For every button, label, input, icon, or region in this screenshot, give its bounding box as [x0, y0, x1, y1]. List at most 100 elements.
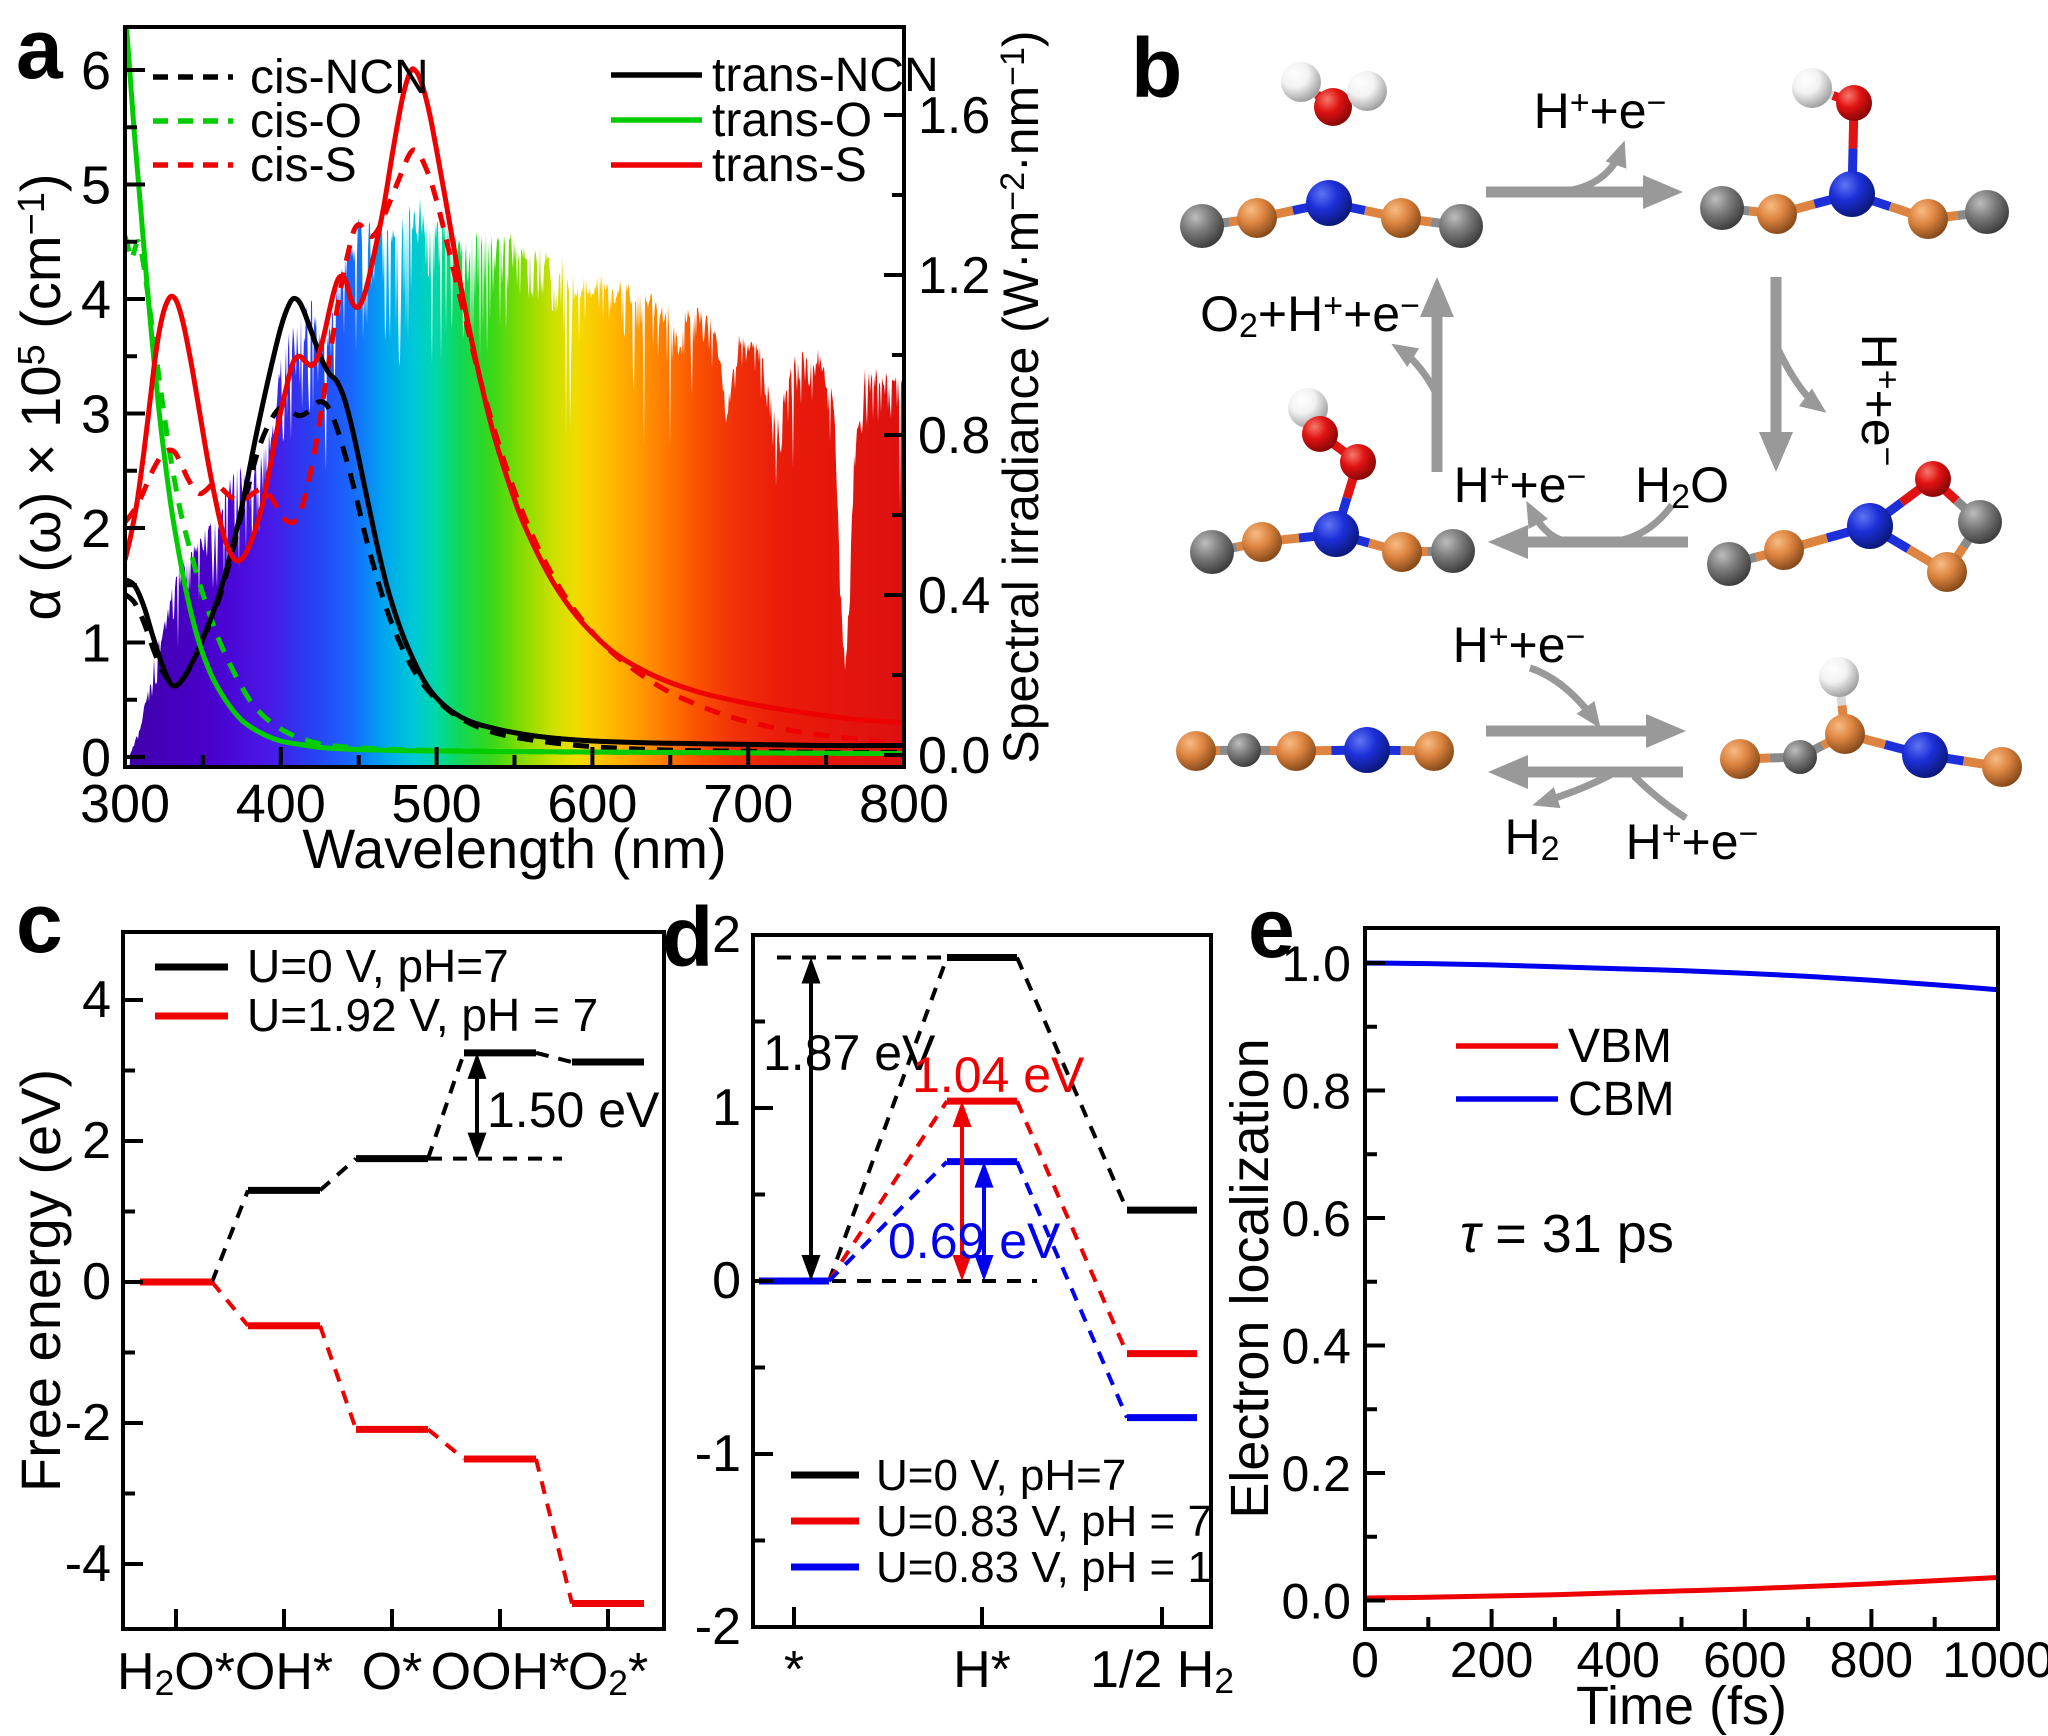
- panel-d-chart: 1.87 eV1.04 eV 0.69 eV -2 -1 0 1 2 * H* 1/2 H2 U=0…: [695, 906, 1234, 1701]
- legend-label: trans-NCN: [712, 49, 939, 102]
- reaction-label: H++e−: [1534, 83, 1667, 139]
- atom-C: [1720, 739, 1760, 779]
- legend-label: U=0 V, pH=7: [876, 1451, 1126, 1500]
- curved-arrow-head: [1576, 700, 1601, 729]
- y-tick-label: 0.0: [1281, 1574, 1351, 1630]
- level-connector: [827, 956, 949, 1282]
- double-arrow-head: [974, 1255, 994, 1281]
- curve-trans-O: [125, 27, 904, 757]
- y2-tick-label: 1.2: [918, 247, 990, 305]
- y2-axis-title: Spectral irradiance (W·m−2·nm−1): [993, 30, 1049, 763]
- atom-C: [1757, 194, 1797, 234]
- atom-G: [1700, 186, 1744, 230]
- reaction-arrow-head: [1646, 714, 1686, 748]
- x-category-label: 1/2 H2: [1090, 1641, 1234, 1701]
- atom-C: [1825, 714, 1865, 754]
- barrier-label: 0.69 eV: [888, 1213, 1061, 1269]
- y-tick-label: 0: [712, 1252, 741, 1310]
- x-tick-label: 700: [703, 774, 793, 834]
- molecule-O-ring: [1707, 461, 2002, 592]
- y-tick-label: 0: [82, 1253, 111, 1311]
- level-connector: [210, 1189, 250, 1283]
- panel-d-label: d: [662, 890, 714, 984]
- reaction-label: H++e−: [1453, 617, 1586, 673]
- y-tick-label: 1: [81, 614, 111, 674]
- atom-C: [1381, 198, 1421, 238]
- x-category-label: H2O*: [117, 1643, 235, 1703]
- level-connector: [318, 1325, 358, 1431]
- molecule-NCN-slab-2: [1176, 727, 1454, 773]
- molecule-OOH-adsorbed: [1190, 388, 1475, 574]
- molecule-NCN-slab: [1180, 180, 1483, 248]
- y2-tick-label: 0.4: [918, 567, 990, 625]
- atom-C: [1176, 731, 1216, 771]
- panel-a-chart: 300 400 500 600 700 800 0 1 2 3 4 5 6 0.0 0.4 0.8 1.2 1.6…: [9, 25, 1049, 880]
- atom-G: [1180, 204, 1224, 248]
- atom-G: [1707, 542, 1751, 586]
- level-connector: [827, 1099, 949, 1283]
- curve-CBM: [1364, 960, 1999, 993]
- atom-N: [1313, 511, 1359, 557]
- curve-trans-NCN: [125, 295, 904, 749]
- y-tick-label: 0.2: [1281, 1446, 1351, 1502]
- legend-label: U=0.83 V, pH = 1: [876, 1543, 1212, 1592]
- y-tick-label: 0.6: [1281, 1191, 1351, 1247]
- level-connector: [535, 1050, 573, 1064]
- y-tick-label: 0.8: [1281, 1064, 1351, 1120]
- reaction-label: O2+H++e−: [1200, 286, 1420, 345]
- x-tick-label: 400: [236, 774, 326, 834]
- x-category-label: O*: [362, 1643, 423, 1701]
- curved-arrow-head: [1526, 500, 1549, 530]
- atom-W: [1792, 68, 1832, 108]
- x-category-label: OH*: [235, 1643, 333, 1701]
- curve-trans-S: [125, 66, 904, 726]
- atom-C: [1908, 199, 1948, 239]
- atom-W: [1347, 71, 1387, 111]
- y-tick-label: 2: [81, 499, 111, 559]
- atom-G: [1965, 190, 2009, 234]
- x-category-label: H*: [953, 1641, 1011, 1699]
- barrier-label: 1.50 eV: [487, 1082, 660, 1138]
- panel-b-diagram: H++e− O2+H++e− H++e− H++e− H2O H++e− H2 H++e−: [1176, 62, 2022, 870]
- molecule-H2O: [1281, 62, 1387, 126]
- y2-tick-label: 0.8: [918, 407, 990, 465]
- curved-arrow-head: [1605, 140, 1627, 169]
- atom-C: [1764, 530, 1804, 570]
- atom-O: [1340, 444, 1376, 480]
- double-arrow-head: [467, 1052, 487, 1079]
- level-connector: [426, 1052, 466, 1160]
- atom-N: [1344, 727, 1390, 773]
- y-tick-label: -2: [695, 1598, 741, 1656]
- atom-N: [1847, 503, 1893, 549]
- atom-N: [1829, 171, 1875, 217]
- atom-G: [1190, 530, 1234, 574]
- y-tick-label: 0.4: [1281, 1319, 1351, 1375]
- x-axis-title: Wavelength (nm): [302, 817, 726, 880]
- atom-O: [1836, 85, 1872, 121]
- curved-arrow-head: [1532, 787, 1561, 809]
- legend-label: U=1.92 V, pH = 7: [247, 989, 598, 1041]
- molecule-H-adsorbed: [1720, 657, 2022, 787]
- panel-e-chart: 0 200 400 600 800 1000 0.0 0.2 0.4 0.6 0.8 1.0 Time …: [1220, 926, 2048, 1736]
- y-tick-label: 2: [712, 906, 741, 964]
- double-arrow-head: [801, 1255, 821, 1281]
- x-tick-label: 200: [1450, 1632, 1533, 1688]
- legend-label: cis-S: [250, 139, 357, 192]
- panel-c-chart: 1.50 eV -4 -2 0 2 4 H2O* OH* O* OOH*O2* Free energ…: [9, 930, 666, 1703]
- reaction-label: H++e−: [1454, 457, 1587, 513]
- atom-N: [1306, 180, 1352, 226]
- curve-cis-S: [125, 147, 904, 746]
- level-connector: [318, 1157, 358, 1192]
- x-tick-label: 600: [1703, 1632, 1786, 1688]
- atom-C: [1982, 747, 2022, 787]
- atom-O: [1915, 461, 1951, 497]
- curved-arrow-head: [1798, 388, 1827, 413]
- reaction-arrow-head: [1420, 277, 1454, 317]
- reaction-label: H2O: [1635, 457, 1729, 516]
- x-tick-label: 0: [1351, 1632, 1379, 1688]
- level-connector: [210, 1280, 250, 1327]
- legend-label: trans-O: [712, 94, 872, 147]
- x-tick-label: 800: [1830, 1632, 1913, 1688]
